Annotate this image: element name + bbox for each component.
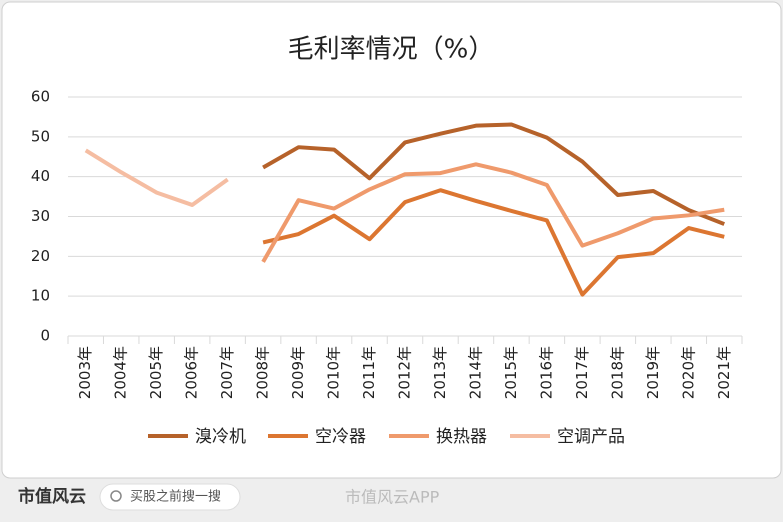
- x-tick-label: 2015年: [502, 346, 520, 399]
- y-tick-label: 10: [31, 287, 50, 305]
- x-tick-label: 2009年: [289, 346, 307, 399]
- y-tick-label: 60: [31, 88, 50, 106]
- x-tick-label: 2013年: [431, 346, 449, 399]
- chart-title: 毛利率情况（%）: [288, 35, 495, 65]
- x-tick-label: 2021年: [715, 346, 733, 399]
- x-tick-label: 2017年: [573, 346, 591, 399]
- legend-label: 空冷器: [315, 427, 366, 447]
- x-tick-label: 2007年: [218, 346, 236, 399]
- y-tick-label: 30: [31, 207, 50, 225]
- chart-frame: [1, 1, 782, 479]
- series-line: [84, 148, 229, 207]
- x-tick-label: 2011年: [360, 346, 378, 399]
- x-tick-label: 2018年: [608, 346, 626, 399]
- x-tick-label: 2019年: [644, 346, 662, 399]
- series-line: [262, 122, 725, 226]
- x-tick-label: 2004年: [112, 346, 130, 399]
- x-tick-label: 2012年: [396, 346, 414, 399]
- y-tick-label: 20: [31, 247, 50, 265]
- x-tick-label: 2020年: [679, 346, 697, 399]
- series-line: [261, 162, 725, 263]
- y-tick-label: 0: [40, 327, 50, 345]
- x-tick-label: 2003年: [76, 346, 94, 399]
- x-tick-label: 2010年: [325, 346, 343, 399]
- search-box[interactable]: [99, 483, 241, 511]
- footer-logo: 市值风云: [18, 486, 86, 507]
- x-tick-label: 2014年: [466, 346, 484, 399]
- watermark: 市值风云APP: [345, 488, 440, 507]
- legend-label: 换热器: [436, 427, 487, 447]
- legend-label: 溴冷机: [195, 427, 246, 447]
- search-icon: [110, 490, 122, 502]
- y-tick-label: 40: [31, 167, 50, 185]
- y-tick-label: 50: [31, 127, 50, 145]
- series-line: [262, 188, 725, 297]
- search-text[interactable]: 买股之前搜一搜: [130, 489, 221, 505]
- legend-label: 空调产品: [557, 427, 625, 447]
- x-tick-label: 2006年: [183, 346, 201, 399]
- x-tick-label: 2008年: [254, 346, 272, 399]
- x-tick-label: 2016年: [537, 346, 555, 399]
- x-tick-label: 2005年: [147, 346, 165, 399]
